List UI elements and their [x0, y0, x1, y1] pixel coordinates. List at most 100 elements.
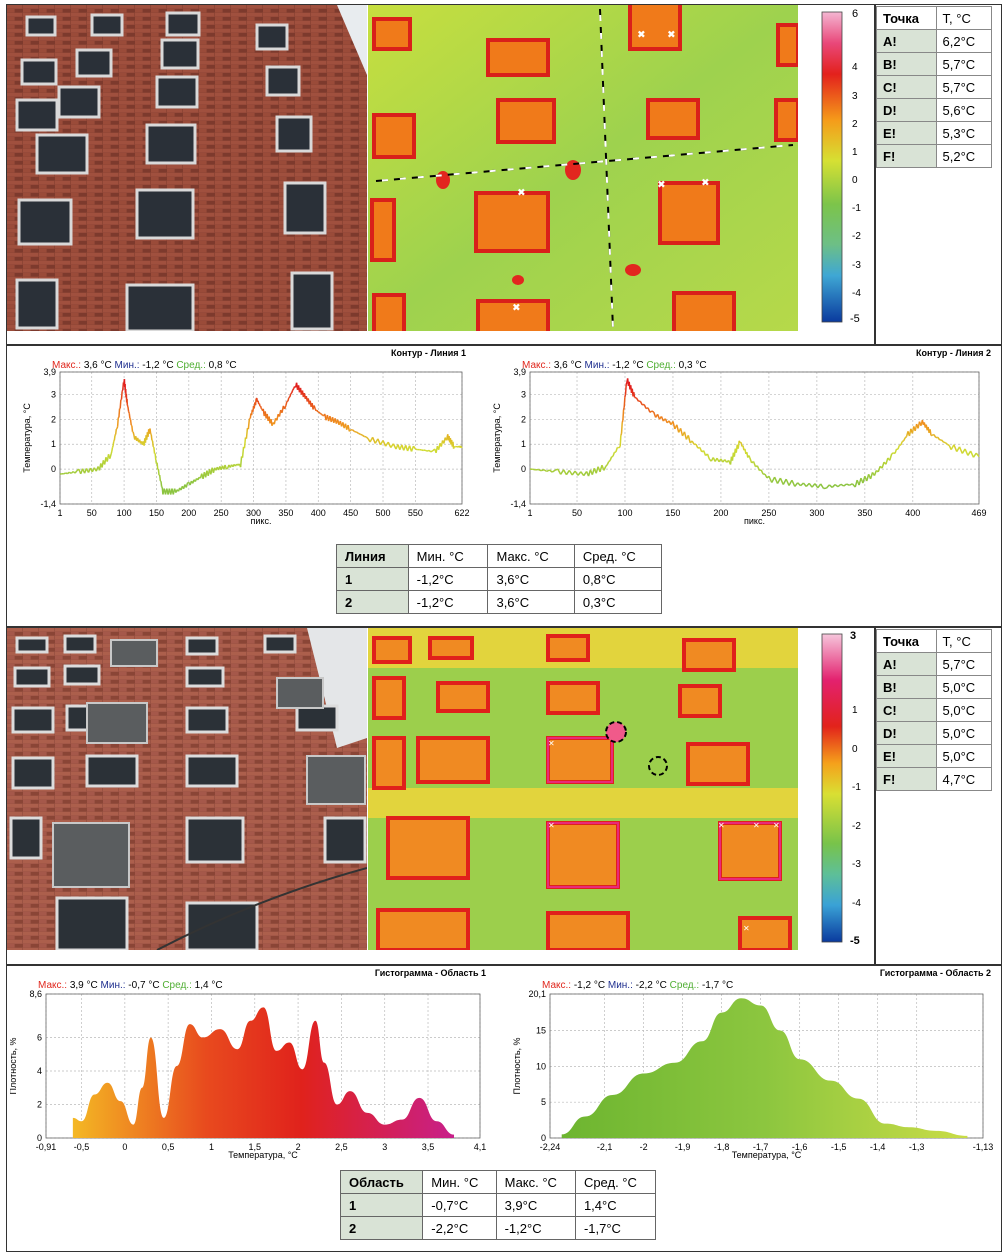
series-segment — [791, 479, 796, 487]
series-segment — [67, 471, 70, 475]
series-segment — [622, 407, 625, 411]
series-segment — [532, 468, 536, 471]
point-id: E! — [876, 121, 937, 145]
report-frame — [6, 4, 1002, 1252]
y-tick-label: 0 — [51, 464, 56, 474]
point-temp: 5,0°C — [935, 744, 993, 768]
series-segment — [683, 431, 688, 440]
area-min: -0,7°C — [422, 1193, 497, 1217]
scale-max-label: 3 — [850, 630, 857, 642]
series-segment — [941, 439, 945, 443]
x-tick-label: -1,13 — [973, 1142, 994, 1152]
series-segment — [430, 450, 434, 453]
series-segment — [612, 451, 616, 457]
chart-stats: Макс.: 3,9 °C Мин.: -0,7 °C Сред.: 1,4 °… — [38, 980, 223, 991]
series-segment — [944, 442, 948, 445]
points-header-temp: T, °C — [935, 629, 993, 653]
table-row: 2 -1,2°C 3,6°C 0,3°C — [336, 590, 663, 614]
table-row: 1 -1,2°C 3,6°C 0,8°C — [336, 567, 663, 591]
scale-min-label: -5 — [850, 313, 860, 325]
x-tick-label: 250 — [761, 508, 776, 518]
y-tick-label: 3 — [521, 389, 526, 399]
svg-text:✕: ✕ — [753, 821, 760, 830]
series-segment — [958, 446, 963, 454]
series-segment — [156, 462, 159, 470]
series-segment — [158, 474, 162, 482]
svg-text:✕: ✕ — [773, 821, 780, 830]
series-segment — [127, 411, 130, 414]
x-tick-label: -1,3 — [909, 1142, 925, 1152]
series-segment — [452, 446, 455, 449]
table-row: D! 5,6°C — [876, 98, 993, 122]
x-tick-label: 0 — [122, 1142, 127, 1152]
series-segment — [111, 445, 114, 448]
series-segment — [382, 440, 387, 447]
series-segment — [109, 453, 112, 459]
series-segment — [634, 396, 637, 399]
series-segment — [546, 469, 550, 473]
table-row: E! 5,0°C — [876, 744, 993, 768]
temperature-scale-2: 3 -5 1 0 -1 -2 -3 -4 — [810, 630, 870, 948]
y-tick-label: 2 — [37, 1100, 42, 1110]
series-segment — [254, 398, 257, 406]
scale-tick-label: 1 — [852, 146, 858, 158]
series-segment — [885, 457, 889, 465]
series-segment — [773, 476, 779, 484]
scale-tick-label: 4 — [852, 62, 858, 74]
line-profile-chart-1: Контур - Линия 1 Макс.: 3,6 °C Мин.: -1,2… — [10, 346, 470, 526]
series-segment — [964, 448, 969, 456]
series-segment — [347, 424, 351, 432]
series-segment — [785, 478, 790, 486]
series-segment — [151, 440, 154, 447]
series-segment — [132, 431, 135, 435]
scale-tick-label: 1 — [852, 705, 858, 716]
y-tick-label: 1 — [521, 439, 526, 449]
series-segment — [120, 391, 123, 400]
series-segment — [846, 483, 850, 486]
table-row: E! 5,3°C — [876, 121, 993, 145]
scale-tick-label: -3 — [852, 259, 861, 271]
chart-title: Контур - Линия 1 — [391, 348, 466, 358]
series-segment — [149, 428, 152, 434]
series-segment — [788, 479, 793, 486]
points-header-point: Точка — [876, 6, 937, 30]
x-tick-label: -1,6 — [792, 1142, 808, 1152]
x-tick-label: 1 — [527, 508, 532, 518]
series-segment — [679, 428, 684, 437]
points-header-point: Точка — [876, 629, 937, 653]
y-axis-label: Температура, °C — [492, 403, 502, 473]
series-segment — [114, 433, 117, 436]
x-tick-label: 150 — [665, 508, 680, 518]
series-segment — [699, 447, 703, 453]
y-tick-label: 20,1 — [528, 989, 546, 999]
series-segment — [797, 482, 802, 487]
series-segment — [127, 406, 130, 412]
series-segment — [697, 446, 701, 449]
series-segment — [225, 467, 229, 470]
point-temp: 5,7°C — [935, 75, 993, 99]
series-segment — [114, 428, 118, 435]
y-tick-label: 6 — [37, 1033, 42, 1043]
series-segment — [901, 440, 905, 443]
series-segment — [65, 472, 68, 475]
series-segment — [285, 401, 288, 406]
line-min: -1,2°C — [407, 567, 489, 591]
series-segment — [69, 471, 72, 475]
x-tick-label: -1,9 — [675, 1142, 691, 1152]
series-segment — [356, 431, 359, 434]
series-segment — [624, 384, 627, 395]
y-tick-label: 0 — [521, 464, 526, 474]
series-segment — [891, 452, 894, 455]
chart-stats: Макс.: 3,6 °C Мин.: -1,2 °C Сред.: 0,8 °… — [52, 360, 237, 371]
x-tick-label: -0,91 — [36, 1142, 57, 1152]
x-tick-label: -1,4 — [870, 1142, 886, 1152]
point-temp: 5,2°C — [935, 144, 993, 168]
line-id: 1 — [336, 567, 409, 591]
x-tick-label: 3 — [382, 1142, 387, 1152]
point-temp: 5,6°C — [935, 98, 993, 122]
points-table-2: Точка T, °C A! 5,7°C B! 5,0°C C! 5,0°C D! 5,0… — [876, 629, 993, 791]
series-segment — [820, 483, 825, 489]
series-segment — [881, 461, 885, 469]
x-tick-label: 300 — [809, 508, 824, 518]
area-avg: -1,7°C — [574, 1216, 657, 1240]
